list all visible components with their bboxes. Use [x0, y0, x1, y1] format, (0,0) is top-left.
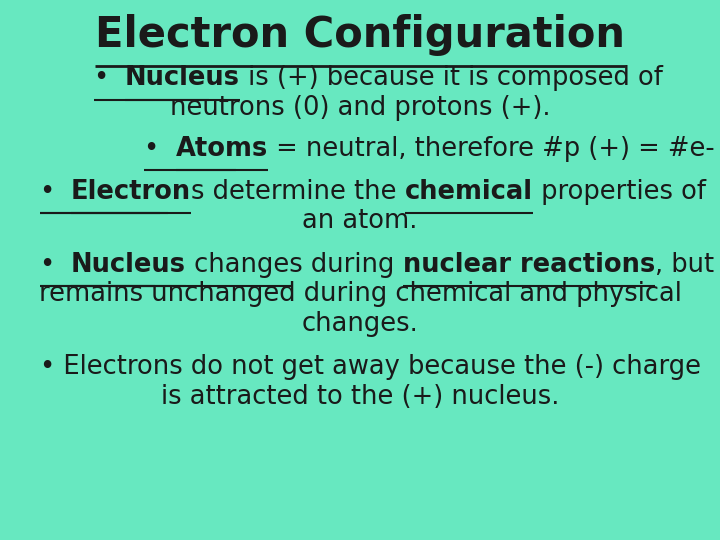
Text: remains unchanged during chemical and physical: remains unchanged during chemical and ph… [39, 281, 681, 307]
Text: properties of: properties of [533, 179, 706, 205]
Text: changes during: changes during [186, 252, 402, 278]
Text: an atom.: an atom. [302, 208, 418, 234]
Text: neutrons (0) and protons (+).: neutrons (0) and protons (+). [170, 95, 550, 121]
Text: •: • [94, 65, 125, 91]
Text: •: • [40, 179, 71, 205]
Text: is (+) because it is composed of: is (+) because it is composed of [240, 65, 663, 91]
Text: is attracted to the (+) nucleus.: is attracted to the (+) nucleus. [161, 384, 559, 410]
Text: nuclear reactions: nuclear reactions [402, 252, 655, 278]
Text: • Electrons do not get away because the (-) charge: • Electrons do not get away because the … [40, 354, 701, 380]
Text: •: • [40, 252, 71, 278]
Text: Atoms: Atoms [176, 136, 268, 161]
Text: = neutral, therefore #p (+) = #e- (-).: = neutral, therefore #p (+) = #e- (-). [268, 136, 720, 161]
Text: , but: , but [655, 252, 714, 278]
Text: chemical: chemical [405, 179, 533, 205]
Text: Nucleus: Nucleus [71, 252, 186, 278]
Text: Electron Configuration: Electron Configuration [95, 14, 625, 56]
Text: s determine the: s determine the [192, 179, 405, 205]
Text: Electron: Electron [71, 179, 192, 205]
Text: Nucleus: Nucleus [125, 65, 240, 91]
Text: •: • [144, 136, 176, 161]
Text: changes.: changes. [302, 311, 418, 337]
